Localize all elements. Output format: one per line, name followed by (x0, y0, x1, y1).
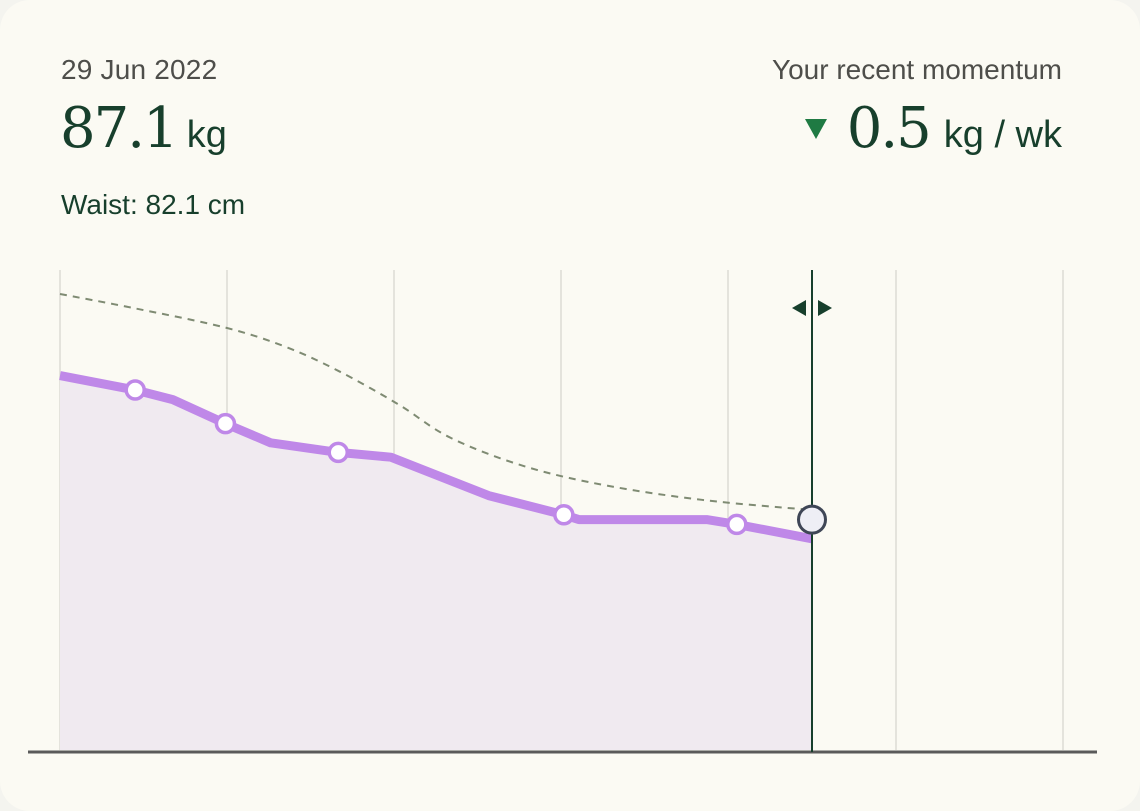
trend-line (59, 293, 813, 511)
weight-unit: kg (186, 114, 227, 156)
weigh-in-point[interactable] (726, 513, 748, 536)
triangle-down-icon (804, 119, 827, 139)
weigh-in-point[interactable] (124, 379, 146, 401)
momentum-unit: kg / wk (943, 114, 1062, 156)
weigh-in-point[interactable] (553, 504, 575, 526)
drag-handle-left-icon[interactable] (792, 300, 806, 316)
cursor-marker[interactable] (797, 504, 827, 535)
weigh-in-point[interactable] (214, 412, 237, 435)
weight-readout: 87.1 kg (60, 96, 227, 161)
momentum-label: Your recent momentum (772, 54, 1062, 85)
drag-handle-right-icon[interactable] (818, 300, 832, 316)
momentum-value: 0.5 (846, 96, 932, 161)
weight-area-fill (60, 375, 812, 750)
weight-value: 87.1 (60, 96, 179, 161)
momentum-readout: 0.5 kg / wk (804, 96, 1062, 161)
weight-line (59, 371, 813, 544)
weigh-in-point[interactable] (327, 441, 349, 464)
waist-measurement: Waist: 82.1 cm (61, 189, 246, 220)
selected-date: 29 Jun 2022 (61, 54, 218, 85)
